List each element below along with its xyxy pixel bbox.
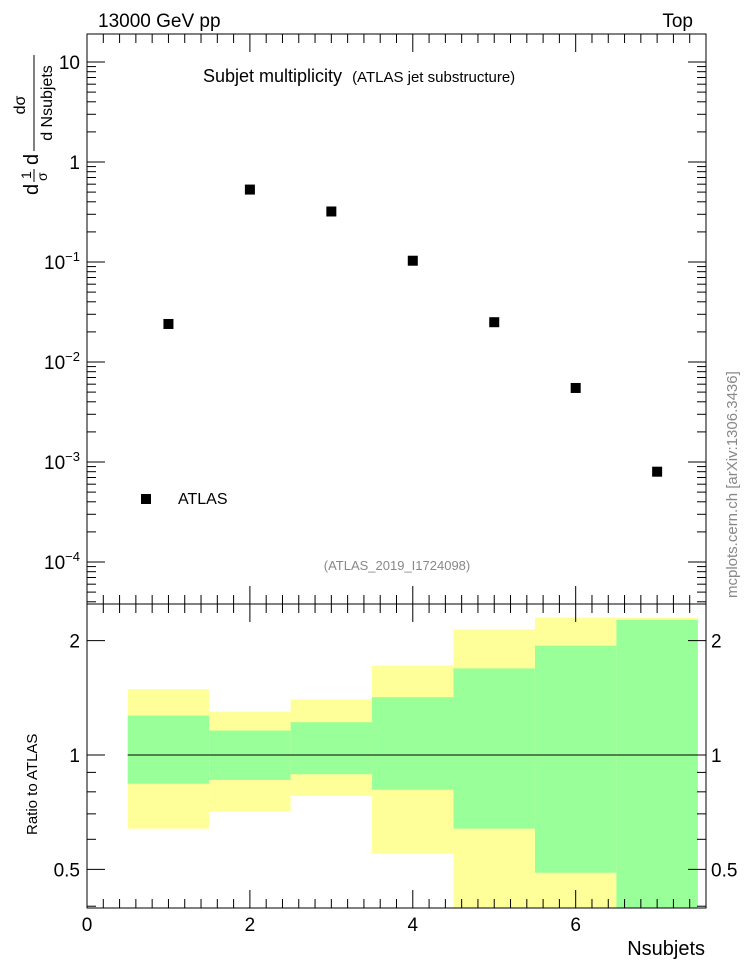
data-points [163, 184, 663, 477]
main-y-tick-label: 10−1 [44, 249, 80, 274]
main-title: Subjet multiplicity (ATLAS jet substructu… [203, 66, 515, 86]
data-point [244, 184, 255, 195]
ratio-band-inner [534, 645, 617, 873]
ratio-x-tick-label: 0 [82, 915, 93, 936]
ratio-band-inner [372, 697, 454, 790]
ratio-y-tick-label: 2 [69, 632, 80, 653]
ratio-x-tick-label: 2 [245, 915, 256, 936]
ylabel-d: d [21, 184, 43, 195]
data-point [163, 318, 174, 329]
ratio-x-axis-label: Nsubjets [627, 938, 705, 960]
ratio-y-tick-label: 1 [69, 746, 80, 767]
ratio-y-tick-label: 0.5 [54, 860, 80, 881]
ratio-x-axis: 0 2 4 6 [82, 604, 691, 936]
ratio-y-tick-label-right: 0.5 [711, 860, 737, 881]
header-energy: 13000 GeV pp [98, 11, 221, 32]
main-panel: Subjet multiplicity (ATLAS jet substructu… [12, 33, 707, 605]
main-y-tick-label: 10−3 [44, 449, 80, 474]
main-y-axis-label: d 1 σ d dσ d Nsubjets [12, 55, 56, 195]
data-point [570, 382, 581, 393]
ratio-bands [127, 617, 698, 908]
legend-marker [141, 494, 151, 504]
ylabel-sigma: σ [34, 172, 50, 181]
ylabel-one: 1 [18, 171, 34, 179]
side-watermark: mcplots.cern.ch [arXiv:1306.3436] [724, 371, 741, 598]
data-point [407, 255, 418, 266]
ylabel-d2: d [21, 154, 43, 165]
data-point [489, 317, 500, 328]
main-y-tick-label: 1 [69, 153, 80, 174]
main-y-tick-label: 10−4 [44, 549, 80, 574]
ratio-panel: 0.5 0.5 1 1 2 2 0 2 4 6 Ratio to ATLAS Nsubjets [24, 603, 737, 960]
ratio-band-inner [616, 619, 698, 908]
ylabel-denominator: d Nsubjets [39, 65, 56, 141]
main-x-axis [86, 34, 691, 604]
ratio-y-tick-label-right: 2 [711, 632, 722, 653]
data-point [326, 206, 337, 217]
ratio-y-axis-label: Ratio to ATLAS [24, 734, 41, 835]
main-y-tick-label: 10 [59, 53, 80, 74]
ylabel-numerator: dσ [12, 95, 29, 114]
header-process: Top [662, 11, 693, 32]
ratio-y-axis: 0.5 0.5 1 1 2 2 [54, 632, 737, 907]
data-point [652, 466, 663, 477]
main-plot-frame [86, 33, 707, 605]
ratio-x-tick-label: 4 [408, 915, 419, 936]
legend-label: ATLAS [178, 491, 228, 508]
legend: ATLAS [141, 491, 228, 508]
main-y-tick-label: 10−2 [44, 349, 80, 374]
analysis-label: (ATLAS_2019_I1724098) [324, 558, 470, 573]
ratio-y-tick-label-right: 1 [711, 746, 722, 767]
ratio-band-inner [290, 722, 373, 775]
ratio-band-inner [453, 668, 535, 829]
ratio-x-tick-label: 6 [570, 915, 581, 936]
main-y-axis: 10−4 10−3 10−2 10−1 1 10 [44, 53, 706, 603]
ratio-band-inner [127, 715, 210, 784]
